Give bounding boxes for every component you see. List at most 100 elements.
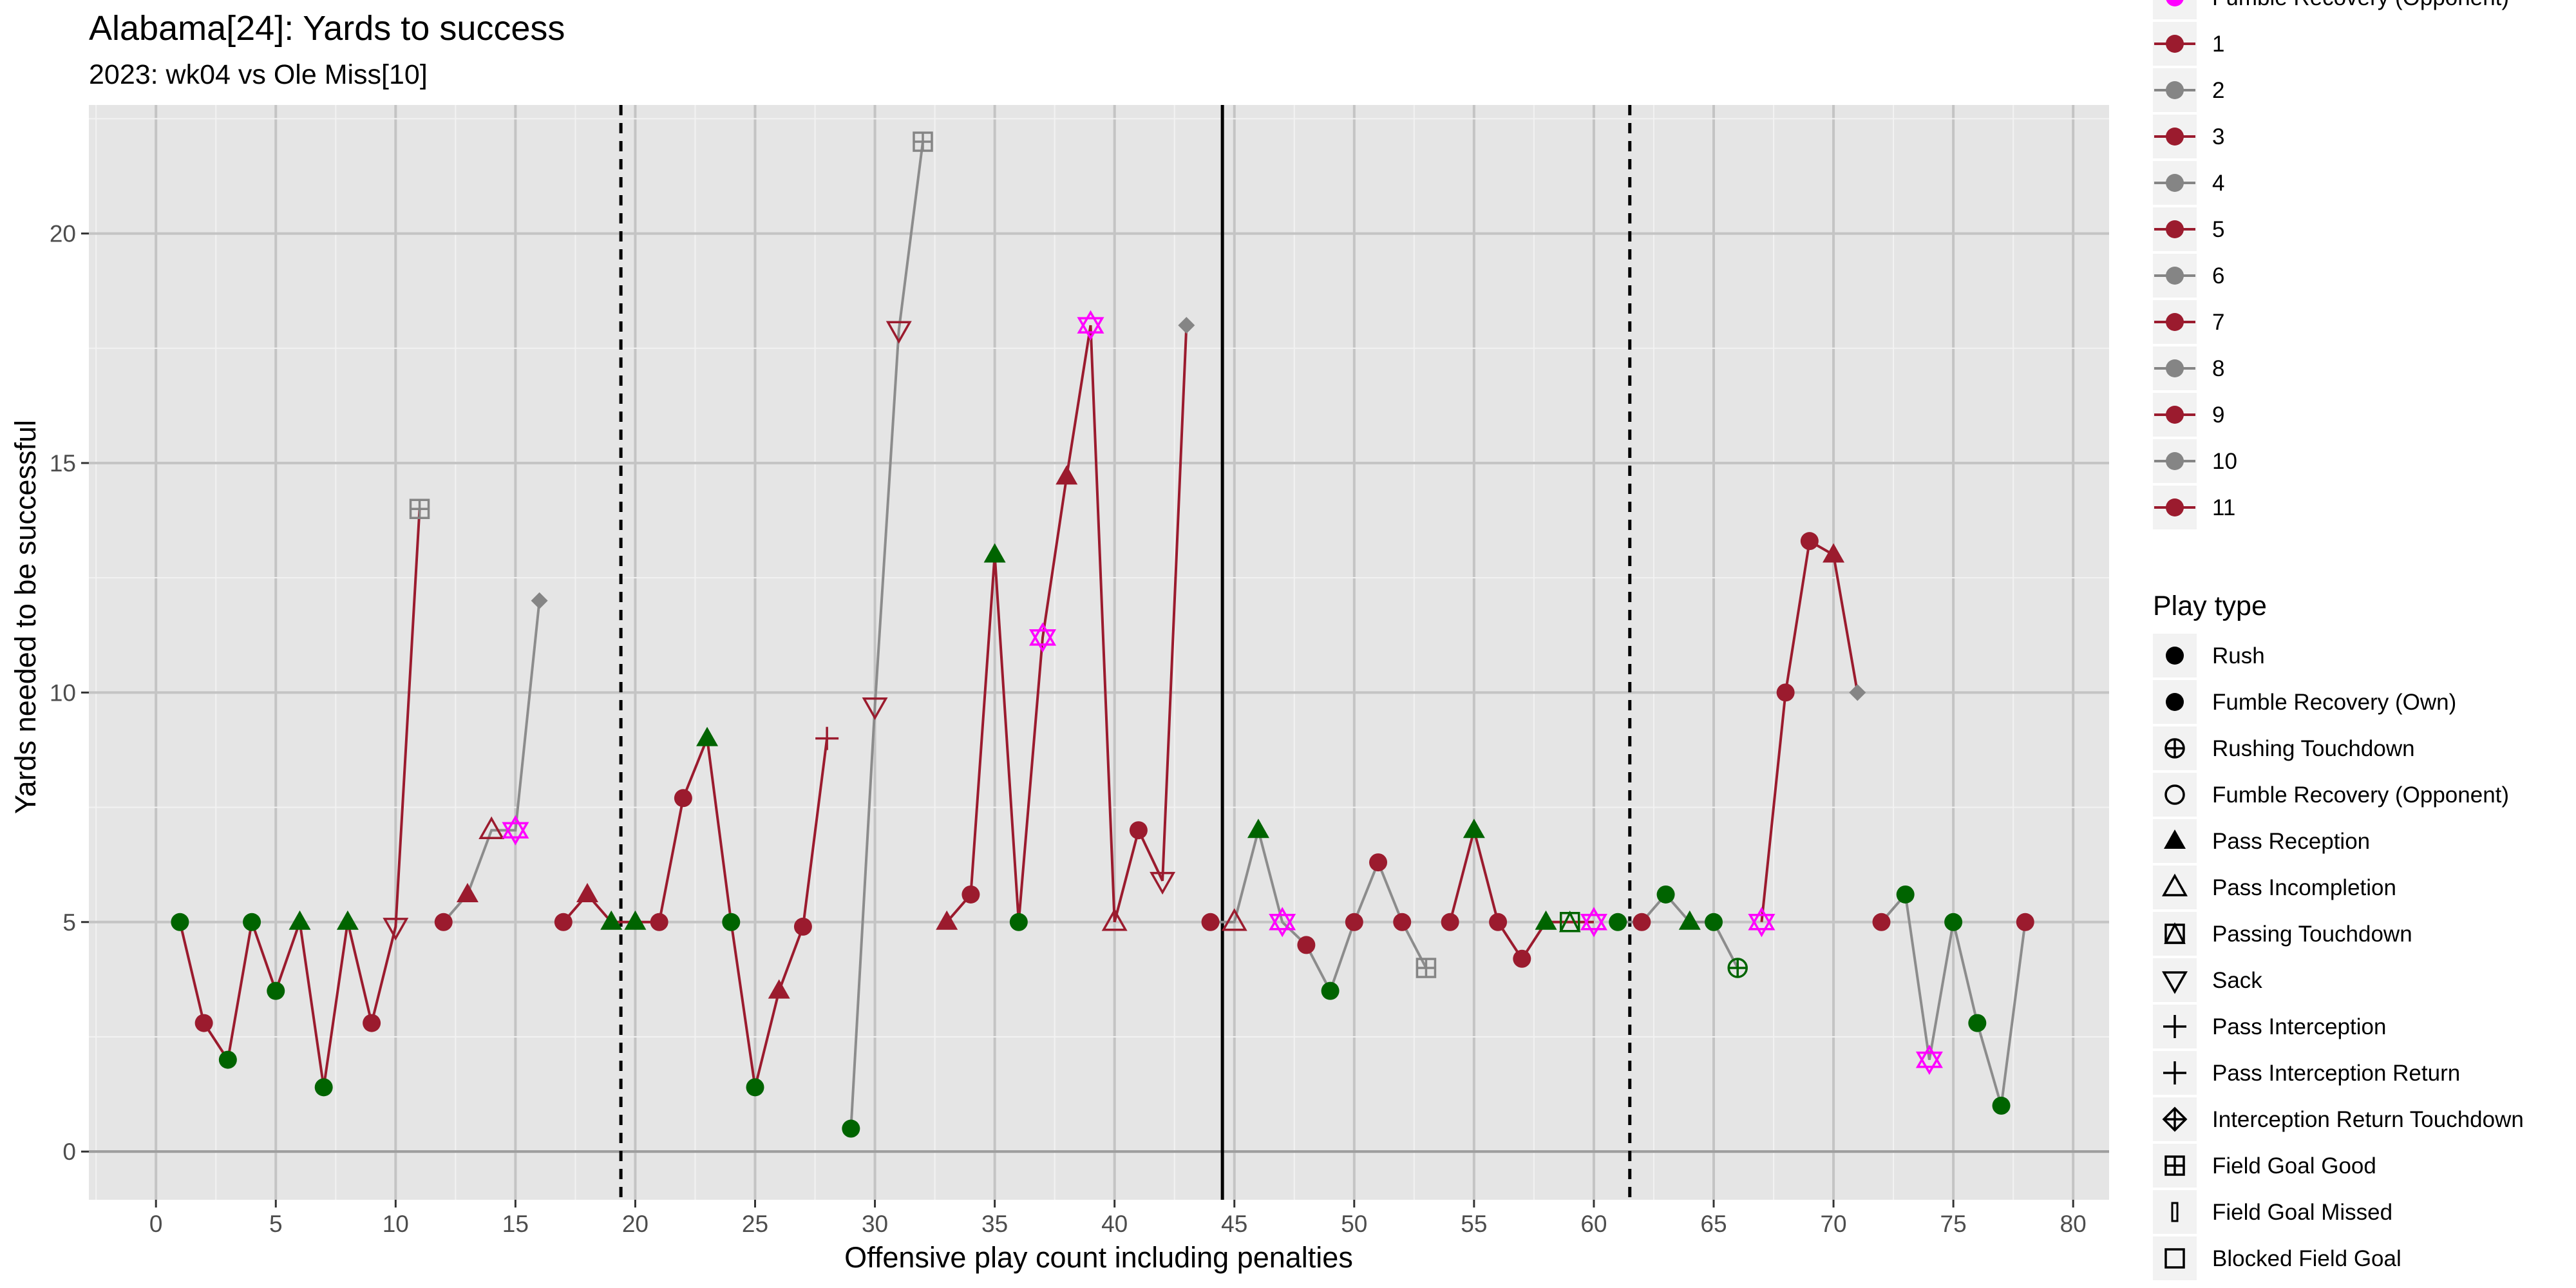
x-tick-label: 20 <box>622 1211 649 1237</box>
data-point <box>624 910 647 930</box>
data-point <box>1178 317 1195 334</box>
data-point <box>1727 958 1748 978</box>
drive-legend-label: 9 <box>2212 402 2224 428</box>
play-type-legend: Play type Rush Fumble Recovery (Own) Rushi… <box>2153 591 2524 1280</box>
x-tick-label: 80 <box>2060 1211 2087 1237</box>
play-type-legend-label: Pass Interception Return <box>2212 1061 2460 1086</box>
data-point <box>1441 913 1459 931</box>
data-point <box>1009 913 1028 931</box>
data-point <box>842 1119 860 1138</box>
y-axis-title: Yards needed to be successful <box>9 420 42 814</box>
legend-key-marker <box>2166 647 2184 665</box>
data-point <box>600 910 623 930</box>
x-tick-label: 25 <box>742 1211 768 1237</box>
play-type-legend-label: Blocked Field Goal <box>2212 1246 2401 1271</box>
legend-key-bg <box>2153 773 2197 817</box>
data-point <box>1369 853 1388 872</box>
drive-legend-label: 5 <box>2212 217 2224 242</box>
data-point <box>1609 913 1627 931</box>
data-point <box>1297 936 1316 954</box>
data-point <box>1580 907 1607 938</box>
data-point <box>913 131 933 152</box>
data-point <box>722 913 741 931</box>
legend-key-marker <box>2161 873 2188 896</box>
data-point <box>1535 910 1557 930</box>
y-axis: 0 5 10 15 20 <box>50 221 89 1165</box>
x-tick-label: 10 <box>383 1211 409 1237</box>
data-point <box>983 543 1006 563</box>
data-point <box>696 726 719 746</box>
data-point <box>289 910 311 930</box>
y-tick-label: 5 <box>62 909 76 936</box>
legend-key-marker <box>2166 0 2184 6</box>
legend-key-marker <box>2163 1015 2186 1038</box>
data-point <box>1150 871 1176 895</box>
play-type-legend-label: Field Goal Good <box>2212 1153 2376 1179</box>
data-point <box>1915 1045 1943 1075</box>
data-point <box>2016 913 2034 931</box>
x-tick-label: 55 <box>1461 1211 1487 1237</box>
data-point <box>1872 913 1891 931</box>
x-tick-label: 75 <box>1940 1211 1967 1237</box>
data-point <box>1247 819 1269 838</box>
x-tick-label: 50 <box>1341 1211 1367 1237</box>
drive-line <box>849 141 924 1129</box>
data-point <box>456 882 478 902</box>
legend-key-marker <box>2166 498 2184 516</box>
data-point <box>1748 907 1776 938</box>
data-point <box>961 885 980 904</box>
y-tick-label: 10 <box>50 679 76 706</box>
legend-key-bg <box>2153 1190 2197 1234</box>
data-point <box>1678 910 1701 930</box>
data-point <box>576 882 599 902</box>
legend-key-marker <box>2166 174 2184 192</box>
data-point <box>383 918 409 941</box>
data-point <box>1849 684 1866 701</box>
legend-key-marker <box>2166 81 2184 99</box>
chart-title: Alabama[24]: Yards to success <box>89 9 565 48</box>
data-points <box>171 131 2034 1138</box>
drive-legend-label: 7 <box>2212 310 2224 335</box>
data-point <box>1968 1014 1987 1032</box>
x-tick-label: 40 <box>1101 1211 1128 1237</box>
legend-key-bg <box>2153 958 2197 1002</box>
data-point <box>674 789 692 808</box>
data-point <box>1056 465 1078 485</box>
play-type-legend-label: Interception Return Touchdown <box>2212 1107 2524 1132</box>
legend-key-marker <box>2164 738 2185 759</box>
data-point <box>434 913 453 931</box>
data-point <box>336 910 359 930</box>
x-tick-label: 35 <box>981 1211 1008 1237</box>
x-tick-label: 60 <box>1580 1211 1607 1237</box>
x-axis-title: Offensive play count including penalties <box>844 1241 1353 1274</box>
x-tick-label: 15 <box>502 1211 529 1237</box>
play-type-legend-label: Pass Interception <box>2212 1014 2386 1039</box>
data-point <box>1101 908 1128 931</box>
legend-key-marker <box>2166 406 2184 424</box>
data-point <box>862 697 888 721</box>
legend-key-marker <box>2166 35 2184 53</box>
data-point <box>554 913 573 931</box>
data-point <box>267 981 285 1000</box>
legend-key-marker <box>2164 922 2186 944</box>
data-point <box>815 726 839 750</box>
legend-key-marker <box>2171 1202 2179 1222</box>
data-point <box>1823 543 1845 563</box>
data-point <box>1029 622 1057 653</box>
play-type-legend-label: Rushing Touchdown <box>2212 736 2415 761</box>
play-type-legend-label: Pass Reception <box>2212 829 2370 854</box>
legend-key-bg <box>2153 866 2197 909</box>
y-tick-label: 0 <box>62 1139 76 1165</box>
data-point <box>793 917 812 936</box>
data-point <box>1221 908 1247 931</box>
data-point <box>1463 819 1485 838</box>
drive-legend-label: 6 <box>2212 263 2224 289</box>
data-point <box>1077 310 1104 341</box>
legend-key-bg <box>2153 912 2197 956</box>
plot-panel <box>89 105 2109 1200</box>
legend-key-marker <box>2166 128 2184 146</box>
data-point <box>1489 913 1508 931</box>
data-point <box>1656 885 1675 904</box>
data-point <box>746 1078 764 1097</box>
